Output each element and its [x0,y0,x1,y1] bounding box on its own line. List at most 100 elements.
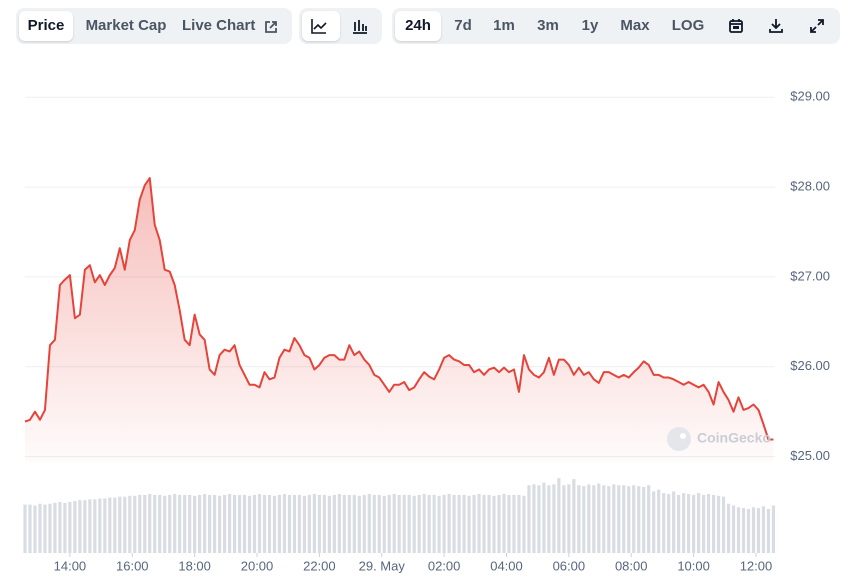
volume-bar [23,504,27,553]
volume-bar [83,500,87,553]
volume-bar [632,485,636,553]
volume-bar [467,495,471,553]
tab-market-cap[interactable]: Market Cap [85,17,167,34]
volume-bar [487,494,491,553]
volume-bar [232,494,237,553]
volume-bar [756,508,761,553]
volume-bar [213,494,217,553]
volume-bar [502,494,506,553]
volume-bar [687,494,691,553]
volume-bar [647,485,651,553]
range-7d[interactable]: 7d [454,17,472,34]
volume-bar [677,494,681,553]
y-tick-label: $27.00 [790,268,830,283]
tab-price[interactable]: Price [19,11,73,41]
range-3m[interactable]: 3m [537,17,559,34]
volume-bar [602,485,606,553]
volume-bar [88,499,92,553]
volume-bar [701,494,706,553]
volume-bar [642,487,646,553]
volume-bar [272,495,277,553]
volume-bar [607,486,611,553]
volume-bar [552,484,556,553]
volume-bar [78,500,82,553]
volume-bar [761,506,766,553]
volume-bar [422,494,426,553]
volume-bar [143,494,147,553]
volume-bar [222,494,227,553]
volume-bar [168,494,172,553]
volume-bar [537,485,541,553]
volume-bar [447,494,451,553]
y-tick-label: $28.00 [790,179,830,194]
volume-bar [53,502,57,553]
x-tick-label: 22:00 [303,558,336,573]
volume-bar [696,493,701,553]
volume-bar [237,494,242,553]
volume-bar [342,494,346,553]
tab-live-chart[interactable]: Live Chart [182,17,256,34]
volume-bar [711,494,716,553]
volume-bar [188,494,192,553]
range-group: 24h 7d 1m 3m 1y Max LOG [392,8,840,44]
volume-bar [302,495,307,553]
volume-bar [252,494,257,553]
volume-bar [133,495,137,553]
expand-icon[interactable] [809,18,825,34]
external-icon [265,21,277,33]
volume-bar [387,494,391,553]
volume-bar [492,495,496,553]
range-max[interactable]: Max [620,17,650,34]
volume-bar [193,495,197,553]
volume-bar [597,483,601,553]
candle-icon[interactable] [352,18,368,34]
volume-bar [746,509,751,553]
volume-bar [547,485,551,553]
volume-bar [657,489,661,553]
y-tick-label: $25.00 [790,448,830,463]
volume-bar [397,494,401,553]
volume-bar [577,485,581,553]
line-chart-button[interactable] [302,11,340,41]
volume-bar [562,485,566,553]
volume-bar [183,494,187,553]
volume-bar [123,496,127,553]
volume-bar [682,493,686,553]
volume-bar [512,494,516,553]
volume-bar [198,494,202,553]
download-icon[interactable] [768,18,784,34]
x-tick-label: 20:00 [241,558,274,573]
range-1y[interactable]: 1y [581,17,599,34]
range-24h[interactable]: 24h [395,11,441,41]
volume-bar [43,504,47,553]
volume-bar [327,495,331,553]
volume-bar [178,494,182,553]
volume-bar [542,482,546,553]
volume-bar [652,491,656,553]
volume-bar [417,494,421,553]
x-tick-label: 12:00 [740,558,773,573]
calendar-icon[interactable] [728,18,744,34]
volume-bar [527,485,531,553]
volume-bar [612,484,616,553]
volume-bar [217,495,222,553]
range-1m[interactable]: 1m [493,17,515,34]
volume-bar [741,508,746,553]
volume-bar [617,485,621,553]
volume-bar [532,484,536,553]
volume-bar [457,494,461,553]
range-log[interactable]: LOG [671,17,705,34]
volume-bar [472,494,476,553]
x-tick-label: 08:00 [615,558,648,573]
watermark: CoinGecko [667,427,771,451]
volume-bar [627,486,631,553]
volume-bar [208,494,212,553]
volume-bar [138,494,142,553]
volume-bar [667,494,671,553]
volume-bar [337,494,341,553]
volume-bar [357,495,361,553]
volume-bar [382,495,386,553]
x-tick-label: 04:00 [490,558,523,573]
volume-bar [592,485,596,553]
